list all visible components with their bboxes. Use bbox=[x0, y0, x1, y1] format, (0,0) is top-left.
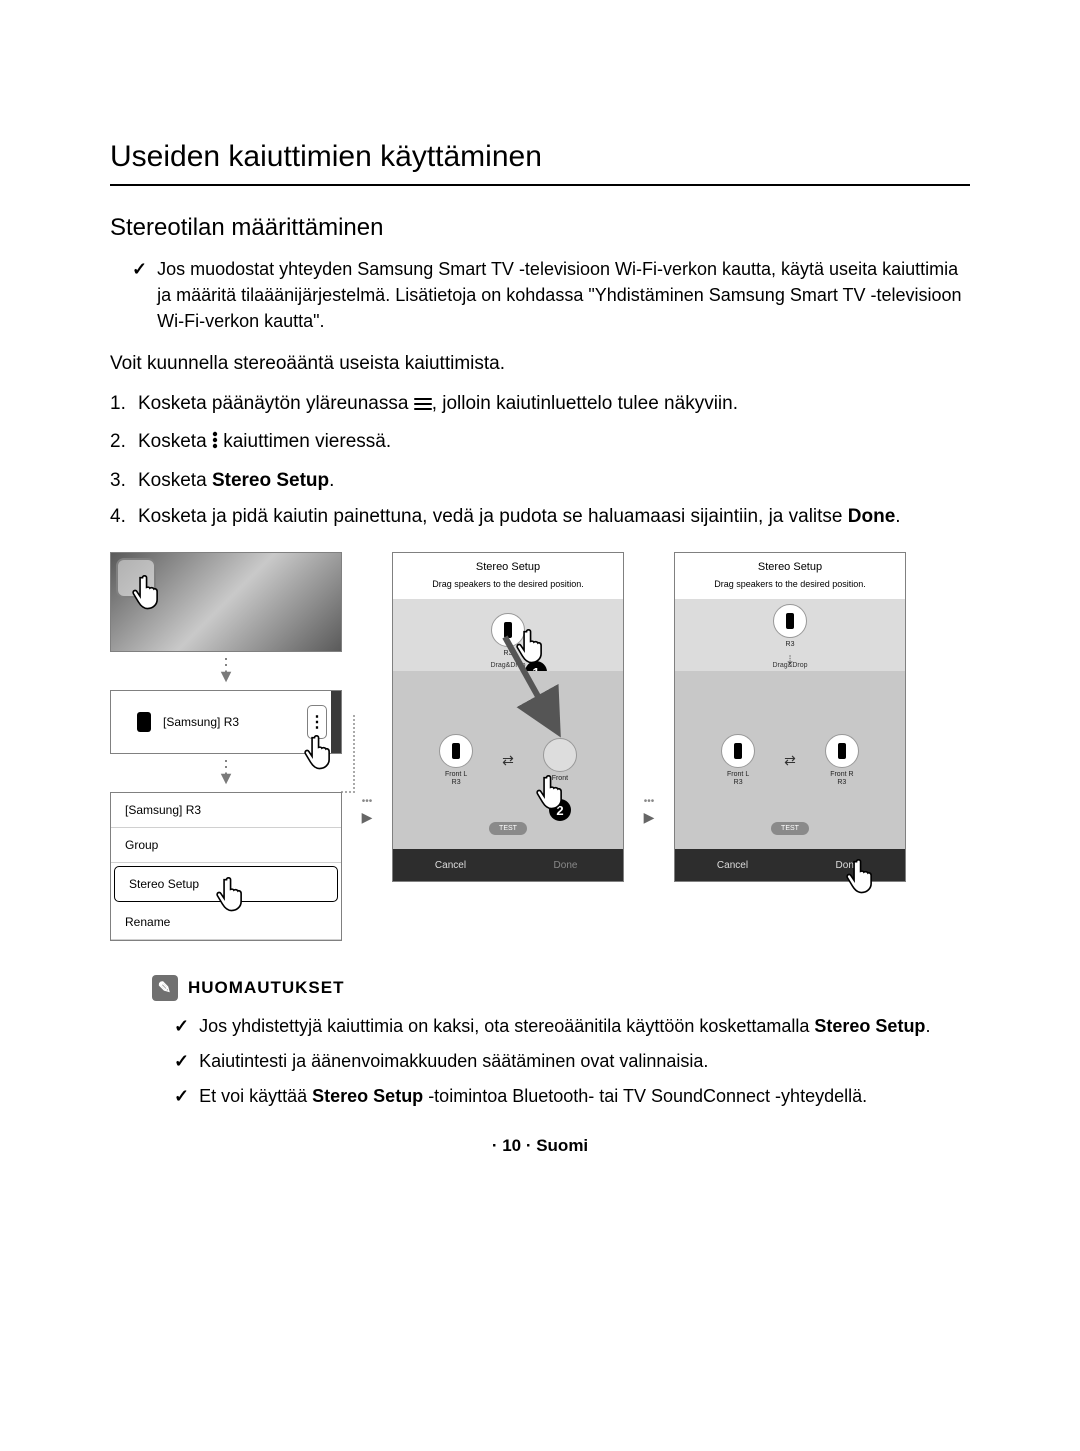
subsection-title: Stereotilan määrittäminen bbox=[110, 214, 970, 242]
phone-button-bar: Cancel Done bbox=[393, 849, 623, 881]
test-button[interactable]: TEST bbox=[489, 822, 527, 835]
section-title: Useiden kaiuttimien käyttäminen bbox=[110, 140, 970, 186]
step-4-bold: Done bbox=[848, 506, 896, 527]
speaker-icon bbox=[137, 712, 151, 732]
footer-text: · 10 · Suomi bbox=[492, 1136, 588, 1155]
menu-item-stereo-setup[interactable]: Stereo Setup bbox=[114, 866, 338, 902]
phone-subtitle: Drag speakers to the desired position. bbox=[393, 579, 623, 599]
step-1: Kosketa päänäytön yläreunassa , jolloin … bbox=[110, 389, 970, 421]
dotted-connector bbox=[341, 715, 355, 793]
step-3a: Kosketa bbox=[138, 470, 212, 491]
step-2b: kaiuttimen vieressä. bbox=[218, 431, 391, 452]
speaker-slot-front-l[interactable]: Front L R3 bbox=[714, 734, 762, 786]
step-2a: Kosketa bbox=[138, 431, 212, 452]
note-2-text: Kaiutintesti ja äänenvoimakkuuden säätäm… bbox=[199, 1048, 708, 1075]
check-icon: ✓ bbox=[132, 256, 147, 334]
speaker-stage: Front L R3 ⇄ Front TEST 2 bbox=[393, 671, 623, 849]
speaker-list-item: [Samsung] R3 ⋮ bbox=[110, 690, 342, 754]
slot-label: R3 bbox=[786, 641, 795, 649]
callout-badge-2: 2 bbox=[549, 799, 571, 821]
notes-list: ✓ Jos yhdistettyjä kaiuttimia on kaksi, … bbox=[110, 1013, 970, 1110]
menu-item-rename[interactable]: Rename bbox=[111, 905, 341, 940]
menu-title: [Samsung] R3 bbox=[111, 793, 341, 828]
phone-title: Stereo Setup bbox=[675, 553, 905, 579]
step-3: Kosketa Stereo Setup. bbox=[110, 466, 970, 496]
phone-button-bar: Cancel Done bbox=[675, 849, 905, 881]
page-footer: · 10 · Suomi bbox=[110, 1136, 970, 1156]
phone-title: Stereo Setup bbox=[393, 553, 623, 579]
step-4a: Kosketa ja pidä kaiutin painettuna, vedä… bbox=[138, 506, 848, 527]
more-button[interactable]: ⋮ bbox=[307, 705, 327, 739]
figure-row: ⋮▼ [Samsung] R3 ⋮ ⋮▼ [Samsung] R3 Group … bbox=[110, 552, 970, 940]
check-icon: ✓ bbox=[174, 1083, 189, 1110]
tap-target-box bbox=[116, 558, 156, 598]
speaker-slot-front-l[interactable]: Front L R3 bbox=[432, 734, 480, 786]
swap-icon: ⇄ bbox=[502, 752, 514, 769]
notes-header-text: HUOMAUTUKSET bbox=[188, 978, 345, 998]
chevron-down-icon: ⋮▼ bbox=[217, 660, 235, 682]
slot-label: Front bbox=[552, 775, 568, 783]
cancel-button[interactable]: Cancel bbox=[393, 849, 508, 881]
note-1-text: Jos yhdistettyjä kaiuttimia on kaksi, ot… bbox=[199, 1013, 930, 1040]
note-item-1: ✓ Jos yhdistettyjä kaiuttimia on kaksi, … bbox=[174, 1013, 970, 1040]
intro-check-text: Jos muodostat yhteyden Samsung Smart TV … bbox=[157, 256, 970, 334]
step-4b: . bbox=[895, 506, 900, 527]
slot-label: Front R R3 bbox=[830, 771, 853, 786]
figure-panel-left: ⋮▼ [Samsung] R3 ⋮ ⋮▼ [Samsung] R3 Group … bbox=[110, 552, 342, 940]
note-icon: ✎ bbox=[152, 975, 178, 1001]
menu-item-group[interactable]: Group bbox=[111, 828, 341, 863]
speaker-slot-top[interactable]: R3 bbox=[766, 604, 814, 649]
swap-icon: ⇄ bbox=[784, 752, 796, 769]
notes-header: ✎ HUOMAUTUKSET bbox=[152, 975, 970, 1001]
phone-subtitle: Drag speakers to the desired position. bbox=[675, 579, 905, 599]
drag-arrow-icon bbox=[499, 631, 569, 741]
drag-drop-hint: Drag&Drop bbox=[772, 662, 807, 669]
step-3b: . bbox=[329, 470, 334, 491]
speaker-name: [Samsung] R3 bbox=[163, 715, 239, 729]
context-menu: [Samsung] R3 Group Stereo Setup Rename bbox=[110, 792, 342, 941]
step-4: Kosketa ja pidä kaiutin painettuna, vedä… bbox=[110, 502, 970, 532]
hamburger-icon bbox=[414, 391, 432, 421]
slot-label: Front L R3 bbox=[727, 771, 749, 786]
phone-mock-right: Stereo Setup Drag speakers to the desire… bbox=[674, 552, 906, 882]
step-1a: Kosketa päänäytön yläreunassa bbox=[138, 393, 414, 414]
test-button[interactable]: TEST bbox=[771, 822, 809, 835]
done-button[interactable]: Done bbox=[508, 849, 623, 881]
step-1b: , jolloin kaiutinluettelo tulee näkyviin… bbox=[432, 393, 738, 414]
step-2: Kosketa kaiuttimen vieressä. bbox=[110, 427, 970, 459]
slot-label: Front L R3 bbox=[445, 771, 467, 786]
drop-zone-top: R3 ⇣ Drag&Drop bbox=[675, 599, 905, 671]
note-3-text: Et voi käyttää Stereo Setup -toimintoa B… bbox=[199, 1083, 867, 1110]
speaker-stage: Front L R3 ⇄ Front R R3 TEST bbox=[675, 671, 905, 849]
speaker-slot-front-r[interactable]: Front bbox=[536, 738, 584, 783]
done-button[interactable]: Done bbox=[790, 849, 905, 881]
check-icon: ✓ bbox=[174, 1013, 189, 1040]
phone-mock-middle: Stereo Setup Drag speakers to the desire… bbox=[392, 552, 624, 882]
step-3-bold: Stereo Setup bbox=[212, 470, 329, 491]
intro-check-item: ✓ Jos muodostat yhteyden Samsung Smart T… bbox=[110, 256, 970, 334]
main-screen-preview bbox=[110, 552, 342, 652]
speaker-slot-front-r[interactable]: Front R R3 bbox=[818, 734, 866, 786]
chevron-down-icon: ⋮▼ bbox=[217, 762, 235, 784]
note-item-3: ✓ Et voi käyttää Stereo Setup -toimintoa… bbox=[174, 1083, 970, 1110]
check-icon: ✓ bbox=[174, 1048, 189, 1075]
steps-list: Kosketa päänäytön yläreunassa , jolloin … bbox=[110, 389, 970, 533]
cancel-button[interactable]: Cancel bbox=[675, 849, 790, 881]
note-item-2: ✓ Kaiutintesti ja äänenvoimakkuuden säät… bbox=[174, 1048, 970, 1075]
arrow-right-icon: •••▶ bbox=[638, 796, 660, 826]
body-line: Voit kuunnella stereoääntä useista kaiut… bbox=[110, 350, 970, 379]
arrow-right-icon: •••▶ bbox=[356, 796, 378, 826]
